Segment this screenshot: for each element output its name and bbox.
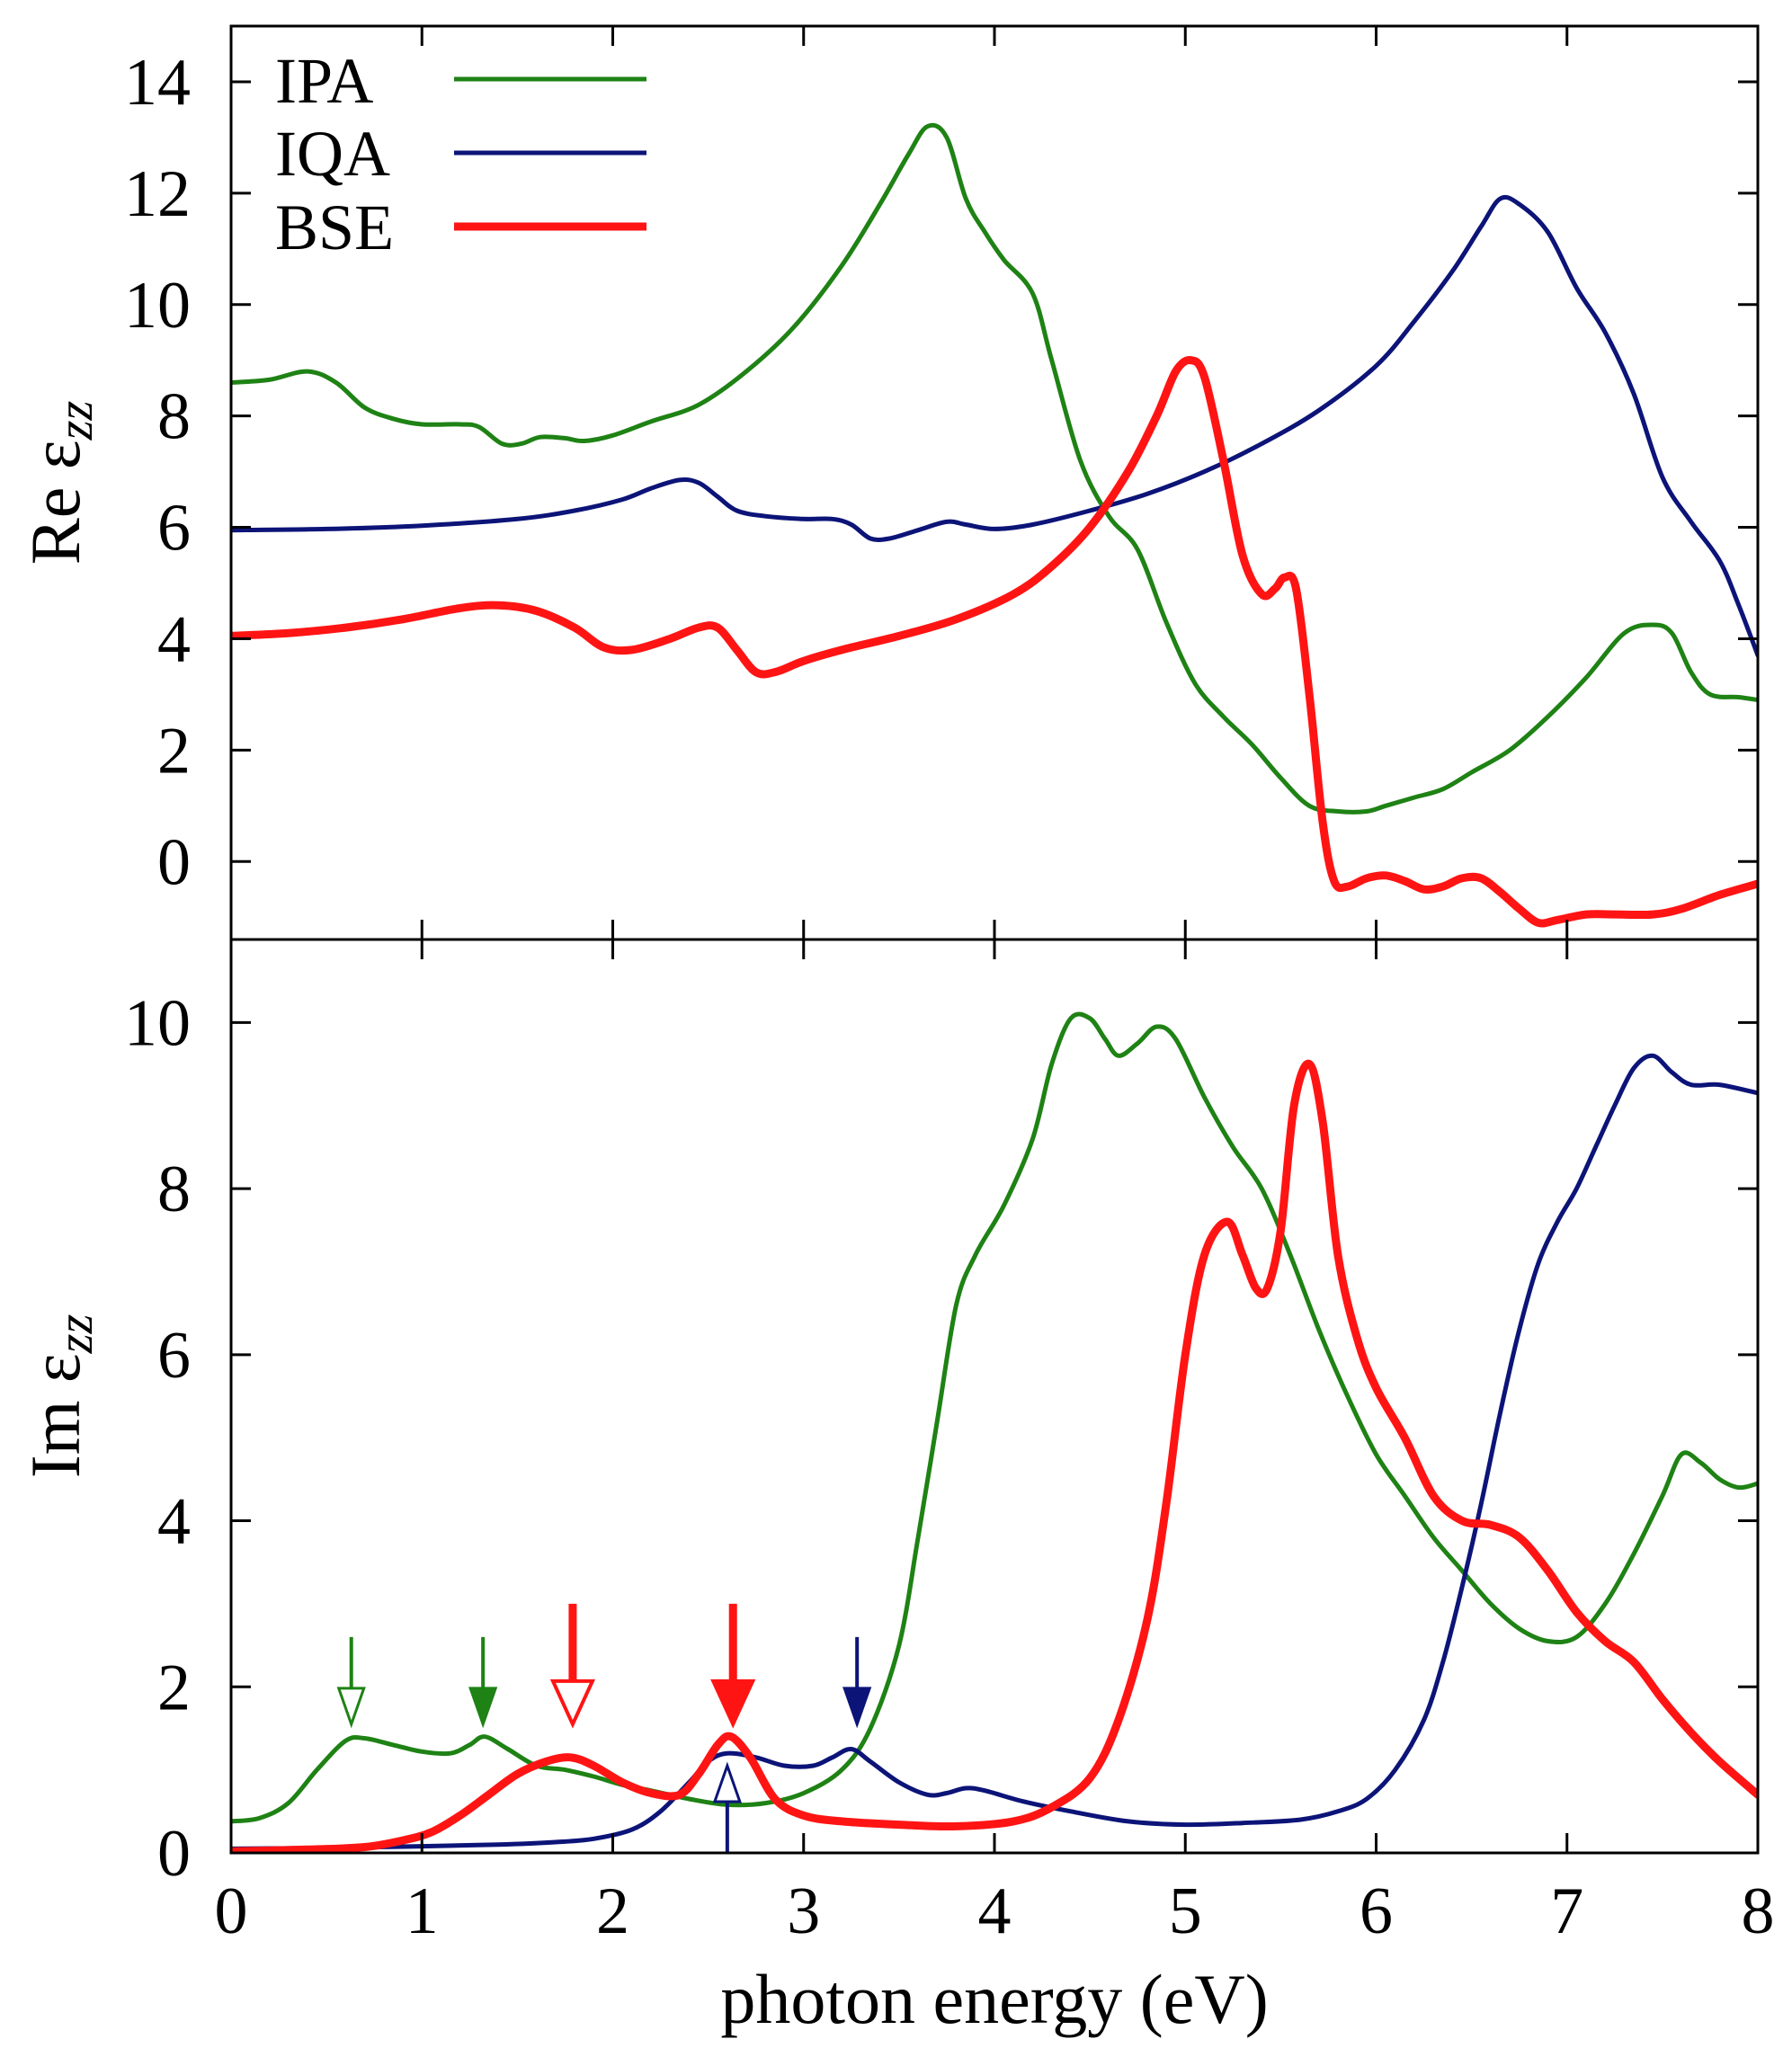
arrow-head [712, 1761, 742, 1803]
re-series-ipa [231, 122, 1758, 815]
x-tick-label: 6 [1360, 1874, 1393, 1948]
re-curves [231, 122, 1758, 928]
im-series-iqa [231, 1053, 1758, 1851]
re-ytick-label: 2 [157, 714, 191, 788]
re-y-axis-label: Re εzz [16, 401, 103, 565]
im-y-tick-labels: 0 2 4 6 8 10 [124, 986, 191, 1891]
re-ytick-label: 8 [157, 380, 191, 454]
im-ytick-label: 8 [157, 1153, 191, 1226]
x-tick-label: 5 [1169, 1874, 1202, 1948]
im-ytick-label: 4 [157, 1485, 191, 1559]
im-transition-arrows [336, 1603, 872, 1853]
arrow-ipa-0 [336, 1636, 366, 1729]
im-y-axis-label-sub: zz [48, 1314, 103, 1355]
legend-label-bse: BSE [275, 191, 394, 263]
re-series-bse [231, 356, 1758, 928]
legend-label-iqa: IQA [275, 118, 390, 190]
re-plot-frame [229, 24, 1760, 941]
im-curves [231, 1011, 1758, 1853]
legend-entry-iqa: IQA [275, 118, 646, 190]
arrow-bse-3 [710, 1603, 756, 1729]
im-plot-frame [229, 938, 1760, 1855]
re-ytick-label: 0 [157, 825, 191, 899]
re-ytick-label: 6 [157, 492, 191, 565]
x-tick-label: 2 [596, 1874, 629, 1948]
im-series-ipa [231, 1011, 1758, 1824]
arrow-bse-2 [549, 1603, 596, 1729]
legend-entry-bse: BSE [275, 191, 646, 263]
legend-label-ipa: IPA [275, 45, 373, 117]
re-y-tick-labels: 0 2 4 6 8 10 12 14 [124, 46, 191, 899]
im-ytick-label: 0 [157, 1817, 191, 1891]
arrow-ipa-1 [468, 1636, 498, 1729]
arrow-iqa-4 [843, 1636, 872, 1729]
arrow-head [710, 1678, 756, 1729]
arrow-head [549, 1678, 596, 1729]
re-ticks [231, 26, 1758, 939]
arrow-head [843, 1687, 872, 1729]
im-y-axis-label: Im εzz [16, 1314, 103, 1479]
x-tick-label: 8 [1742, 1874, 1775, 1948]
re-ytick-label: 4 [157, 602, 191, 676]
legend-entry-ipa: IPA [275, 45, 646, 117]
re-series-iqa [231, 194, 1758, 658]
re-y-axis-label-sub: zz [48, 401, 103, 441]
im-series-bse [231, 1059, 1758, 1853]
re-ytick-label: 10 [124, 269, 191, 343]
x-tick-label: 1 [406, 1874, 439, 1948]
x-tick-label: 3 [787, 1874, 820, 1948]
im-ytick-label: 10 [124, 986, 191, 1060]
arrow-head [468, 1687, 498, 1729]
x-axis-label: photon energy (eV) [720, 1960, 1268, 2038]
arrow-iqa-5 [712, 1761, 742, 1853]
panel-real-part: 0 2 4 6 8 10 12 14 Re εzz IPA IQA BSE [16, 26, 1758, 939]
x-tick-label: 7 [1550, 1874, 1583, 1948]
im-ytick-label: 6 [157, 1319, 191, 1393]
im-ytick-label: 2 [157, 1651, 191, 1724]
im-y-axis-label-main: Im ε [16, 1353, 94, 1478]
legend: IPA IQA BSE [275, 45, 646, 263]
x-tick-label: 4 [978, 1874, 1012, 1948]
im-ticks [231, 939, 1758, 1855]
re-ytick-label: 14 [124, 46, 191, 120]
re-y-axis-label-main: Re ε [16, 440, 94, 565]
panel-imaginary-part: 0 2 4 6 8 10 Im εzz [16, 939, 1758, 1891]
x-tick-labels: 0 1 2 3 4 5 6 7 8 [215, 1874, 1775, 1948]
re-ytick-label: 12 [124, 157, 191, 231]
x-tick-label: 0 [215, 1874, 248, 1948]
arrow-head [336, 1687, 366, 1729]
